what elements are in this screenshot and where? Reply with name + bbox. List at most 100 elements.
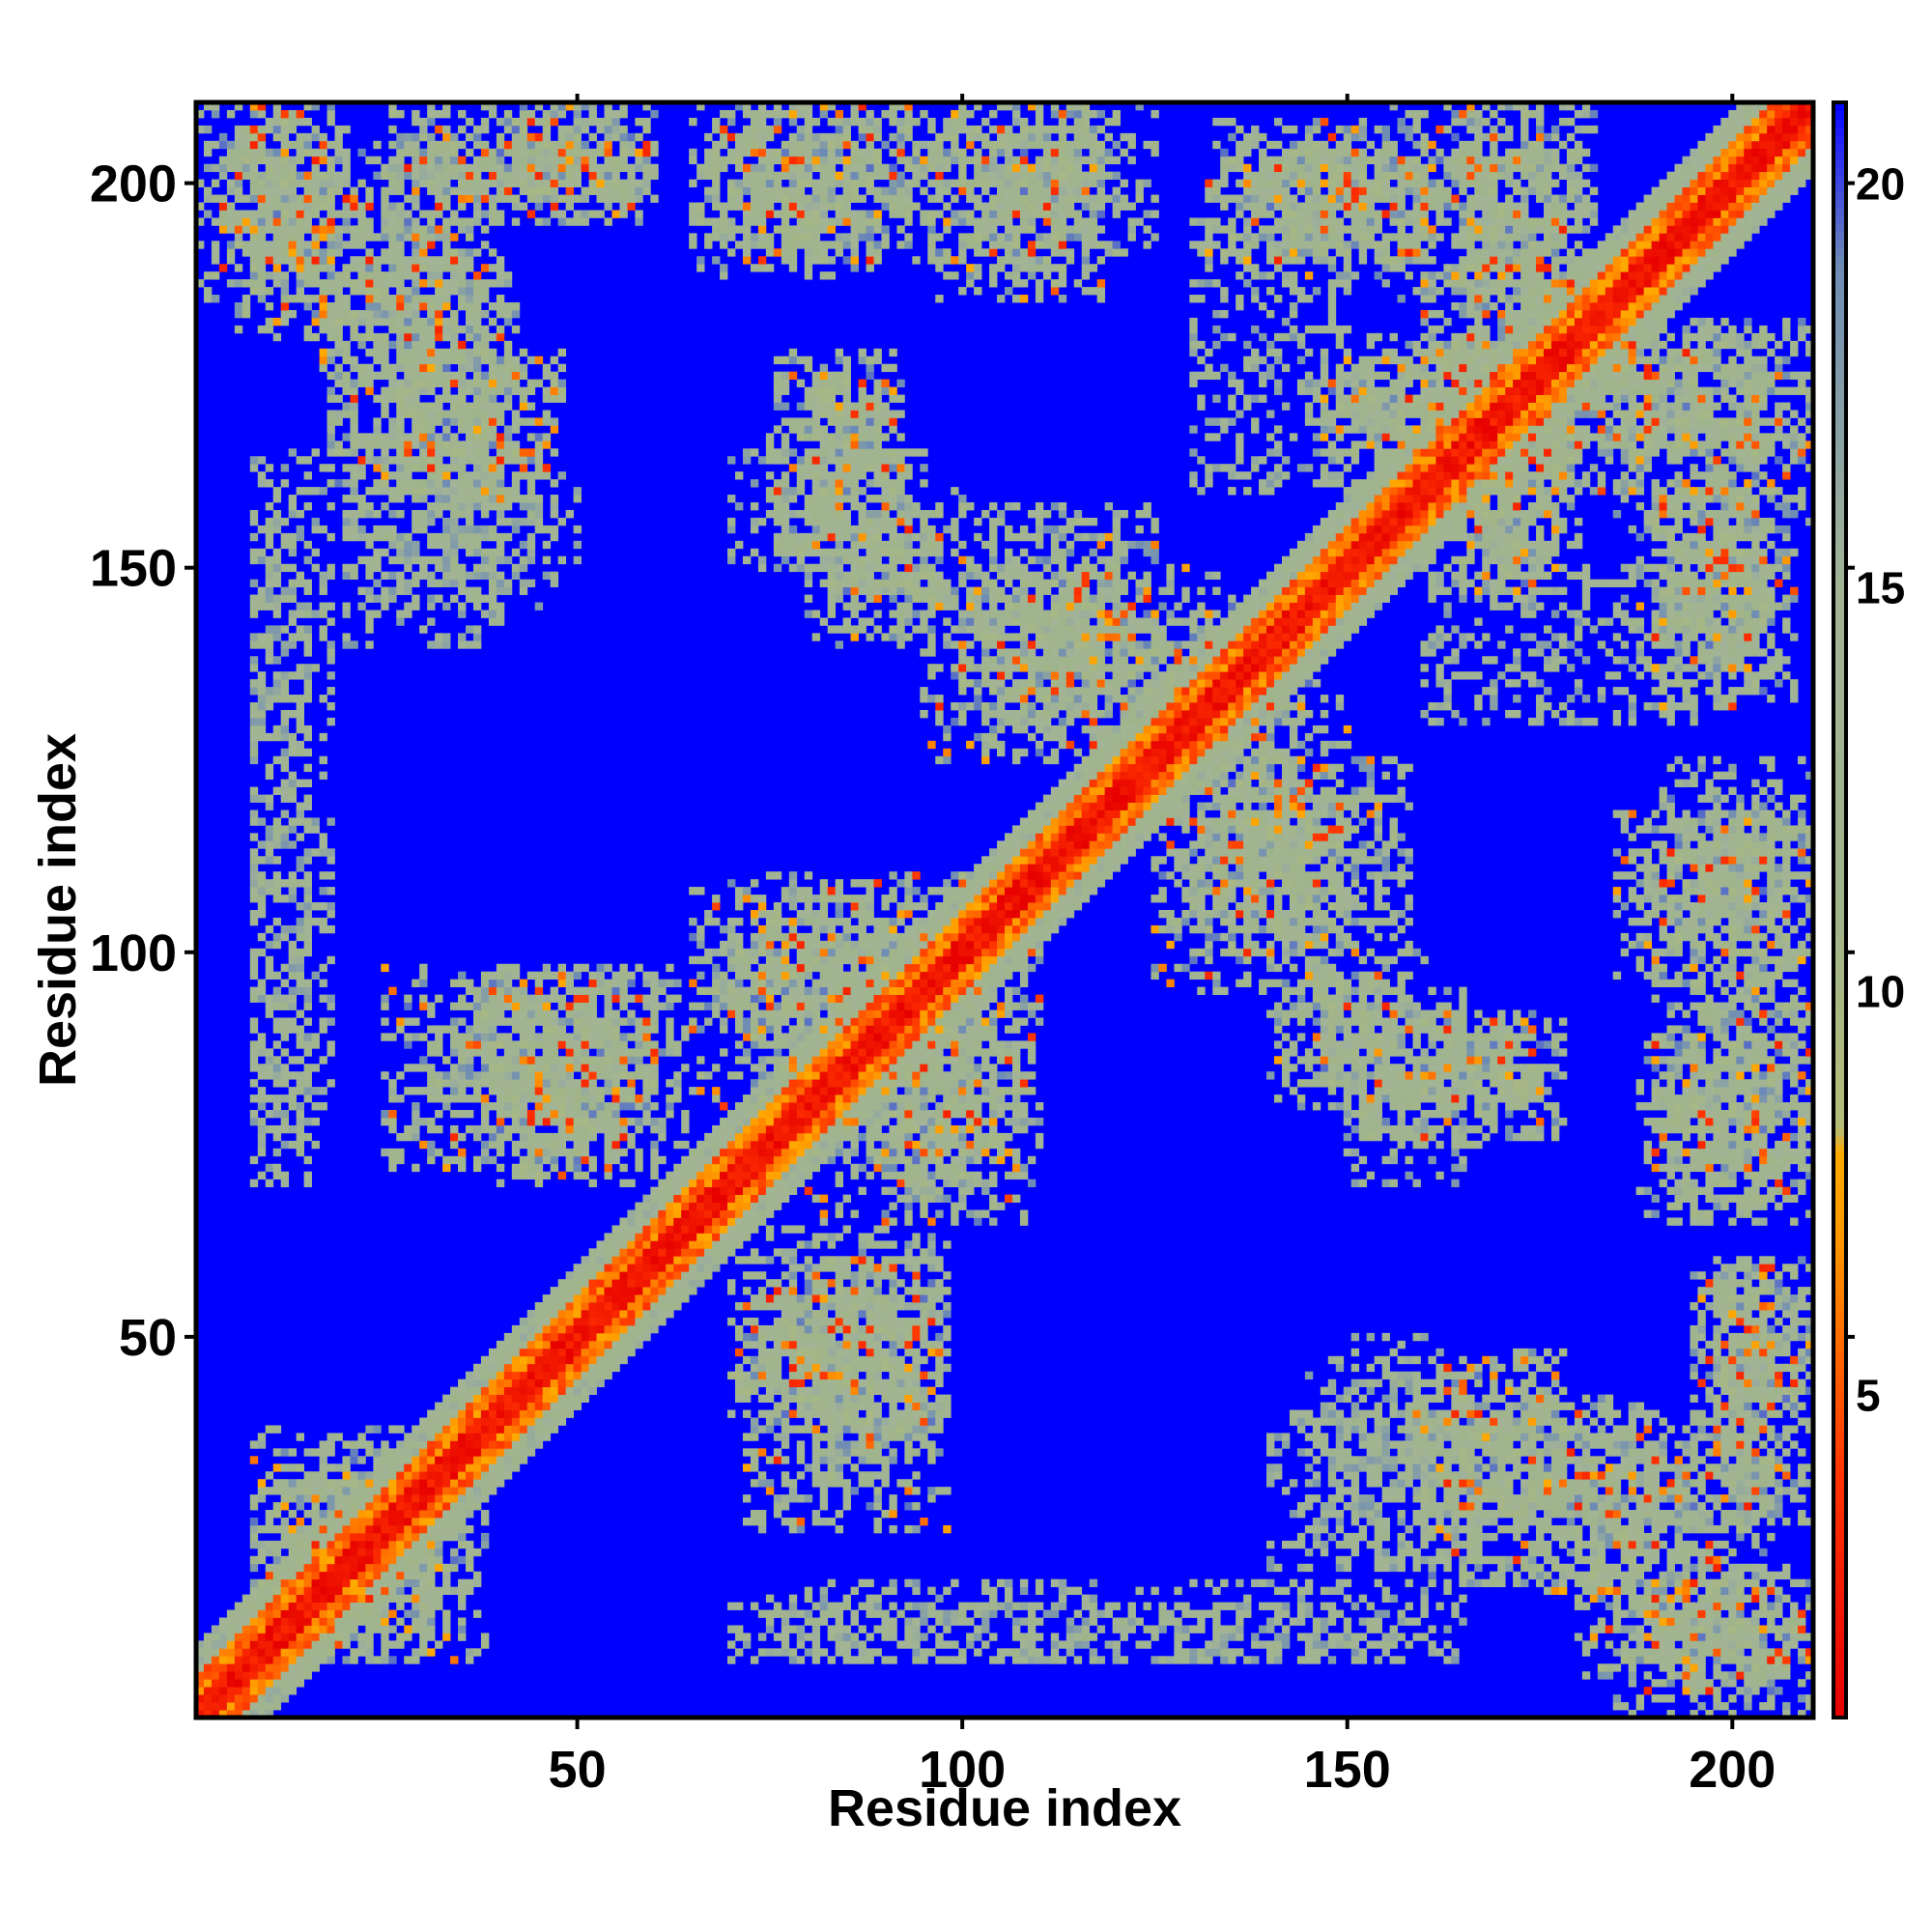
heatmap-cell bbox=[450, 402, 459, 411]
heatmap-cell bbox=[735, 140, 744, 150]
heatmap-cell bbox=[642, 1194, 651, 1203]
heatmap-cell bbox=[249, 517, 259, 526]
heatmap-cell bbox=[404, 340, 412, 350]
heatmap-cell bbox=[689, 156, 697, 165]
heatmap-cell bbox=[280, 1663, 290, 1672]
heatmap-cell bbox=[604, 1332, 612, 1342]
heatmap-cell bbox=[419, 517, 428, 526]
heatmap-cell bbox=[550, 579, 559, 587]
heatmap-cell bbox=[658, 1310, 667, 1319]
heatmap-cell bbox=[450, 440, 459, 449]
heatmap-cell bbox=[727, 248, 736, 257]
heatmap-cell bbox=[526, 402, 536, 411]
heatmap-cell bbox=[488, 1409, 497, 1418]
heatmap-cell bbox=[272, 217, 282, 226]
heatmap-cell bbox=[365, 1425, 374, 1434]
heatmap-cell bbox=[658, 1002, 667, 1010]
heatmap-cell bbox=[658, 1271, 667, 1280]
heatmap-cell bbox=[334, 1640, 343, 1649]
heatmap-cell bbox=[342, 1555, 351, 1565]
heatmap-cell bbox=[412, 456, 420, 465]
heatmap-cell bbox=[496, 271, 505, 280]
heatmap-cell bbox=[588, 1064, 597, 1072]
heatmap-cell bbox=[311, 848, 320, 857]
heatmap-cell bbox=[735, 1186, 744, 1195]
heatmap-cell bbox=[480, 279, 490, 288]
heatmap-cell bbox=[712, 1163, 721, 1173]
heatmap-cell bbox=[565, 509, 574, 519]
heatmap-cell bbox=[265, 179, 274, 187]
heatmap-cell bbox=[442, 317, 451, 327]
heatmap-cell bbox=[458, 502, 467, 511]
heatmap-cell bbox=[557, 1417, 567, 1426]
heatmap-cell bbox=[249, 1048, 259, 1057]
heatmap-cell bbox=[542, 1040, 552, 1049]
heatmap-cell bbox=[480, 379, 490, 387]
heatmap-cell bbox=[303, 140, 312, 150]
heatmap-cell bbox=[642, 1102, 651, 1111]
heatmap-cell bbox=[488, 163, 497, 173]
heatmap-cell bbox=[496, 379, 505, 387]
heatmap-cell bbox=[526, 1033, 536, 1041]
heatmap-cell bbox=[427, 264, 436, 272]
heatmap-cell bbox=[712, 1148, 721, 1157]
heatmap-cell bbox=[557, 971, 567, 980]
heatmap-cell bbox=[272, 1064, 282, 1072]
heatmap-cell bbox=[666, 1202, 674, 1210]
heatmap-cell bbox=[496, 1002, 505, 1010]
heatmap-cell bbox=[435, 1033, 443, 1041]
heatmap-cell bbox=[404, 132, 412, 142]
heatmap-cell bbox=[511, 1378, 521, 1388]
heatmap-cell bbox=[272, 202, 282, 211]
heatmap-cell bbox=[735, 994, 744, 1003]
heatmap-cell bbox=[365, 217, 374, 226]
heatmap-cell bbox=[288, 1563, 298, 1573]
heatmap-cell bbox=[249, 794, 259, 803]
heatmap-cell bbox=[350, 479, 358, 488]
heatmap-cell bbox=[272, 1524, 282, 1534]
heatmap-cell bbox=[565, 125, 574, 134]
heatmap-cell bbox=[272, 148, 282, 157]
heatmap-cell bbox=[342, 348, 351, 357]
heatmap-cell bbox=[727, 517, 736, 526]
heatmap-cell bbox=[303, 540, 312, 550]
heatmap-cell bbox=[234, 186, 243, 195]
heatmap-cell bbox=[327, 994, 335, 1003]
heatmap-cell bbox=[696, 1056, 705, 1065]
heatmap-cell bbox=[257, 979, 267, 988]
heatmap-cell bbox=[496, 309, 505, 319]
heatmap-cell bbox=[327, 332, 335, 342]
heatmap-cell bbox=[689, 1233, 697, 1241]
heatmap-cell bbox=[365, 225, 374, 234]
heatmap-cell bbox=[472, 295, 482, 303]
heatmap-cell bbox=[373, 440, 382, 449]
heatmap-cell bbox=[249, 955, 259, 965]
heatmap-cell bbox=[550, 1009, 559, 1018]
heatmap-cell bbox=[727, 456, 736, 465]
heatmap-cell bbox=[466, 1479, 474, 1488]
heatmap-cell bbox=[334, 1487, 343, 1495]
heatmap-cell bbox=[249, 1602, 259, 1610]
heatmap-cell bbox=[466, 309, 474, 319]
heatmap-cell bbox=[427, 1071, 436, 1080]
heatmap-cell bbox=[534, 1417, 544, 1426]
heatmap-cell bbox=[412, 1586, 420, 1596]
heatmap-cell bbox=[435, 464, 443, 472]
heatmap-cell bbox=[211, 1687, 220, 1695]
heatmap-cell bbox=[319, 525, 327, 534]
heatmap-cell bbox=[689, 1279, 697, 1288]
heatmap-cell bbox=[365, 287, 374, 296]
heatmap-cell bbox=[334, 248, 343, 257]
heatmap-cell bbox=[588, 1302, 597, 1311]
heatmap-cell bbox=[319, 1494, 327, 1503]
heatmap-cell bbox=[435, 1048, 443, 1057]
heatmap-cell bbox=[596, 1048, 605, 1057]
heatmap-cell bbox=[303, 763, 312, 773]
heatmap-cell bbox=[750, 1009, 759, 1018]
heatmap-cell bbox=[466, 1555, 474, 1565]
heatmap-cell bbox=[350, 210, 358, 218]
heatmap-cell bbox=[635, 1310, 643, 1319]
heatmap-cell bbox=[480, 1064, 490, 1072]
heatmap-cell bbox=[642, 979, 651, 988]
heatmap-cell bbox=[381, 163, 389, 173]
